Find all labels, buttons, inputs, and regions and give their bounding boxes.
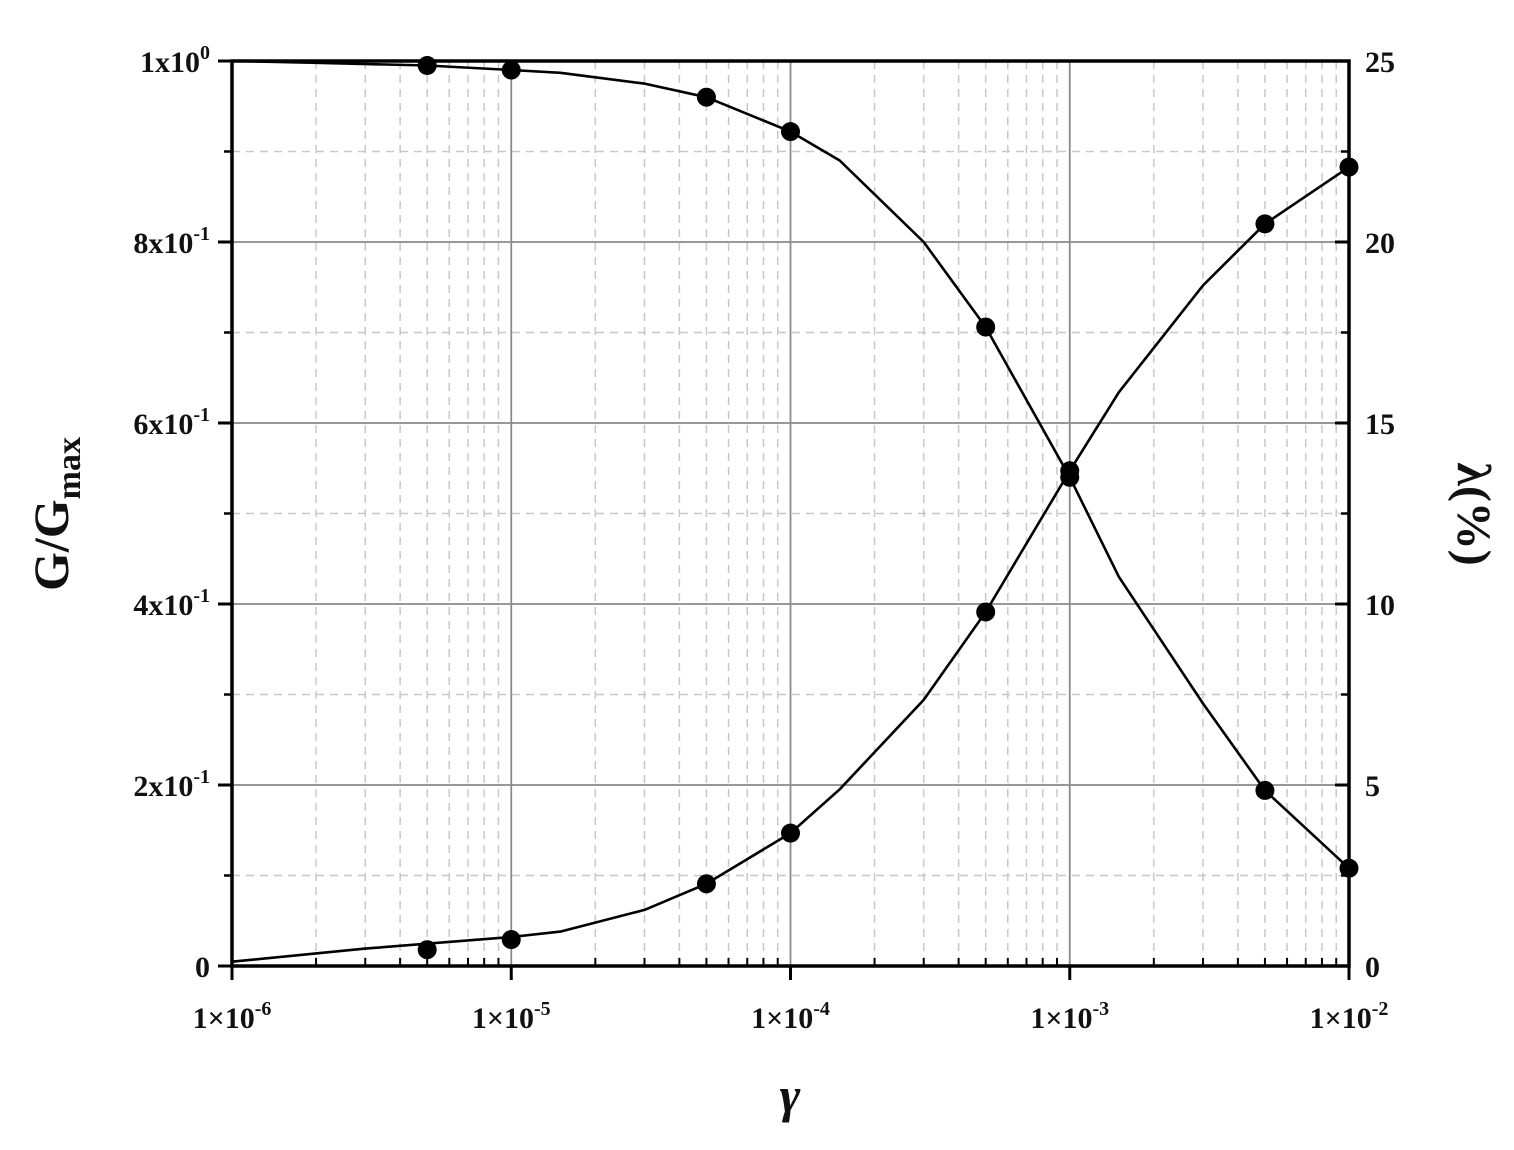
series-left-point [976, 317, 996, 337]
x-tick-label: 1×10-6 [193, 998, 272, 1035]
x-tick-label: 1×10-2 [1310, 998, 1389, 1035]
y-right-tick-label: 25 [1365, 46, 1395, 79]
x-tick-label: 1×10-5 [472, 998, 551, 1035]
series-left-point [501, 60, 521, 80]
y-right-tick-label: 5 [1365, 770, 1380, 803]
series-right-line [231, 166, 1350, 963]
series-right-point [696, 874, 716, 894]
y-right-tick-label: 15 [1365, 408, 1395, 441]
y-left-tick-label: 1x100 [140, 42, 210, 79]
series-right-point [976, 602, 996, 622]
y-right-tick-label: 10 [1365, 589, 1395, 622]
series-left-point [1255, 780, 1275, 800]
series-right-point [1060, 461, 1080, 481]
y-left-tick-label: 4x10-1 [133, 585, 210, 622]
svg-text:λ(%): λ(%) [1447, 462, 1500, 566]
y-right-tick-label: 20 [1365, 227, 1395, 260]
y-right-axis-title: λ(%) [1447, 462, 1500, 566]
series-right-point [501, 930, 521, 950]
x-tick-label: 1×10-4 [751, 998, 830, 1035]
x-axis-title: γ [780, 1067, 801, 1123]
series-right-point [417, 940, 437, 960]
series-left-point [781, 122, 800, 142]
y-left-tick-label: 2x10-1 [133, 766, 210, 803]
y-left-tick-label: 8x10-1 [133, 223, 210, 260]
series-left-point [417, 56, 437, 76]
series-right-point [781, 823, 800, 843]
y-left-axis-title: G/Gmax [23, 437, 88, 591]
series-right-point [1255, 214, 1275, 234]
plot-frame [218, 59, 1351, 980]
y-left-title-sub: max [51, 437, 88, 499]
y-left-tick-label: 6x10-1 [133, 404, 210, 441]
series-layer [231, 56, 1359, 963]
y-right-tick-label: 0 [1365, 951, 1380, 984]
series-left-line [231, 59, 1350, 870]
y-left-title-main: G/G [23, 499, 79, 591]
y-left-tick-label: 0 [195, 951, 210, 984]
tick-labels: 1×10-6 1×10-5 1×10-4 1×10-3 1×10-2 0 2x10-1 4x1… [133, 42, 1395, 1035]
x-tick-label: 1×10-3 [1030, 998, 1109, 1035]
svg-text:G/Gmax: G/Gmax [23, 437, 88, 591]
series-left-point [696, 87, 716, 107]
